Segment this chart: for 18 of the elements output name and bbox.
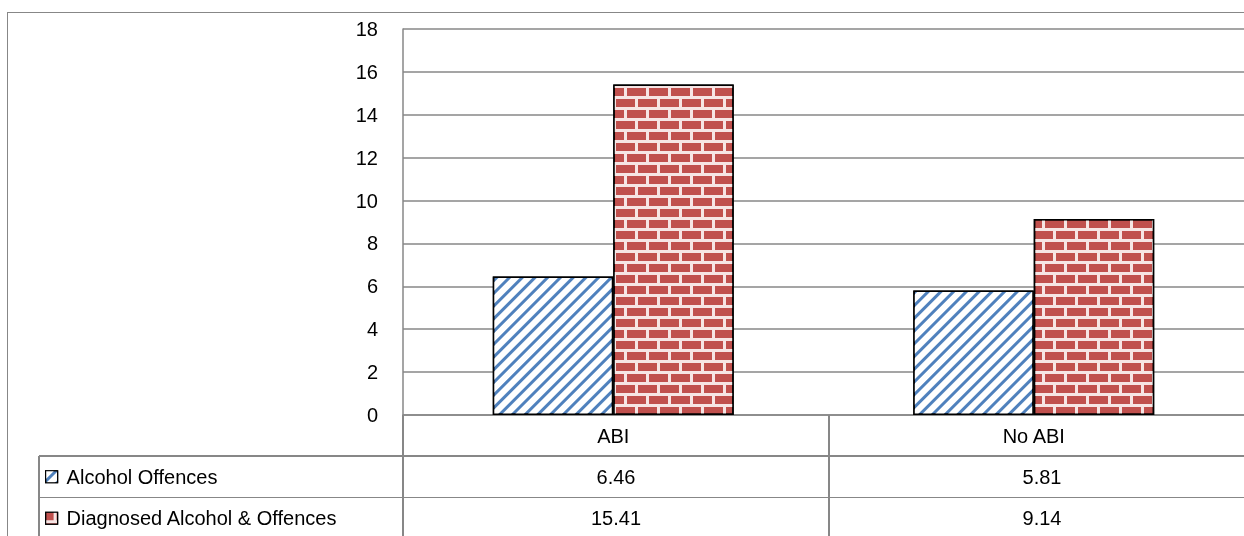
y-tick-label: 8 [366,232,378,255]
x-tick-label: ABI [597,425,630,447]
y-tick-label: 2 [366,361,378,384]
y-tick-label: 14 [355,103,378,126]
y-tick-label: 0 [366,404,378,426]
y-tick-label: 18 [355,18,378,40]
data-label: 6.46 [596,465,636,488]
legend-label: Diagnosed Alcohol & Offences [66,507,337,530]
data-label: 15.41 [590,507,642,530]
legend-label: Alcohol Offences [66,465,218,488]
y-tick-label: 16 [355,60,378,83]
data-label: 9.14 [1022,507,1062,530]
y-tick-label: 6 [366,275,378,298]
y-tick-label: 10 [355,189,378,212]
y-tick-label: 4 [366,318,378,341]
y-tick-label: 12 [355,146,378,169]
data-label: 5.81 [1022,465,1062,488]
x-tick-label: No ABI [1002,425,1065,447]
